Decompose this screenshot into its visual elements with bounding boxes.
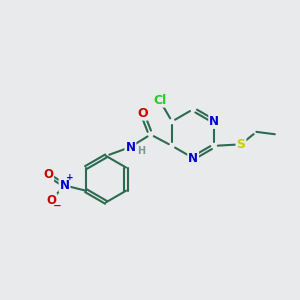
Text: N: N (188, 152, 198, 164)
Text: N: N (209, 115, 219, 128)
Text: H: H (137, 146, 146, 157)
Text: O: O (137, 106, 148, 120)
Text: S: S (236, 138, 245, 151)
Text: O: O (43, 169, 53, 182)
Text: N: N (125, 140, 135, 154)
Text: O: O (46, 194, 56, 207)
Text: N: N (59, 179, 70, 192)
Text: Cl: Cl (153, 94, 166, 106)
Text: −: − (53, 201, 62, 211)
Text: +: + (66, 173, 74, 182)
